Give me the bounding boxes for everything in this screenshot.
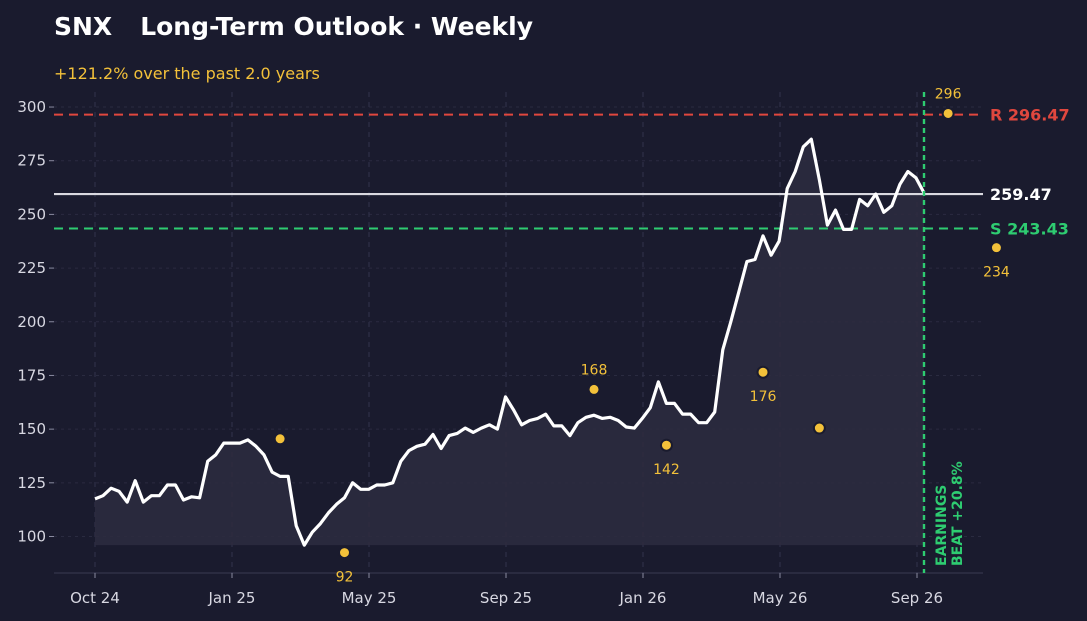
x-tick-label: Sep 26 [891, 589, 943, 607]
chart-subtitle: +121.2% over the past 2.0 years [54, 64, 320, 83]
y-tick-label: 175 [17, 366, 46, 384]
x-tick-label: Jan 26 [619, 589, 667, 607]
price-levels: R 296.47 S 243.43 259.47 [54, 106, 1070, 239]
current-price-label: 259.47 [990, 185, 1052, 204]
title-text: Long-Term Outlook · Weekly [140, 12, 533, 41]
pivot-point [587, 382, 601, 396]
x-tick-label: Oct 24 [70, 589, 120, 607]
pivot-markers: 92 168 142 176 296 234 [273, 86, 1010, 586]
pivot-label: 142 [653, 462, 680, 478]
resistance-label: R 296.47 [990, 106, 1070, 125]
y-tick-label: 150 [17, 420, 46, 438]
axis-ticks: 100 125 150 175 200 225 250 275 300 Oct 24 Jan 25 M… [17, 98, 943, 607]
support-label: S 243.43 [990, 220, 1069, 239]
x-tick-label: May 26 [753, 589, 808, 607]
pivot-label: 234 [983, 265, 1010, 281]
pivot-label: 92 [336, 570, 354, 586]
y-tick-label: 200 [17, 313, 46, 331]
y-tick-label: 125 [17, 474, 46, 492]
price-area-fill [95, 139, 924, 546]
y-tick-label: 300 [17, 98, 46, 116]
pivot-point [273, 432, 287, 446]
y-tick-label: 225 [17, 259, 46, 277]
y-tick-label: 100 [17, 527, 46, 545]
pivot-label: 168 [581, 362, 608, 378]
pivot-point [659, 438, 673, 452]
pivot-point [756, 365, 770, 379]
pivot-point [812, 421, 826, 435]
event-label-line2: BEAT +20.8% [950, 461, 966, 566]
x-tick-label: Sep 25 [480, 589, 532, 607]
chart-title: SNX Long-Term Outlook · Weekly [54, 12, 533, 41]
pivot-label: 176 [750, 389, 777, 405]
pivot-point [338, 546, 352, 560]
ticker-symbol: SNX [54, 12, 112, 41]
y-tick-label: 250 [17, 205, 46, 223]
event-label-line1: EARNINGS [934, 485, 950, 566]
y-tick-label: 275 [17, 152, 46, 170]
pivot-point [989, 241, 1003, 255]
pivot-label: 296 [935, 86, 962, 102]
x-tick-label: Jan 25 [208, 589, 256, 607]
x-tick-label: May 25 [342, 589, 397, 607]
pivot-point [941, 106, 955, 120]
price-series-line [94, 137, 926, 547]
event-marker: EARNINGS BEAT +20.8% [922, 92, 966, 573]
